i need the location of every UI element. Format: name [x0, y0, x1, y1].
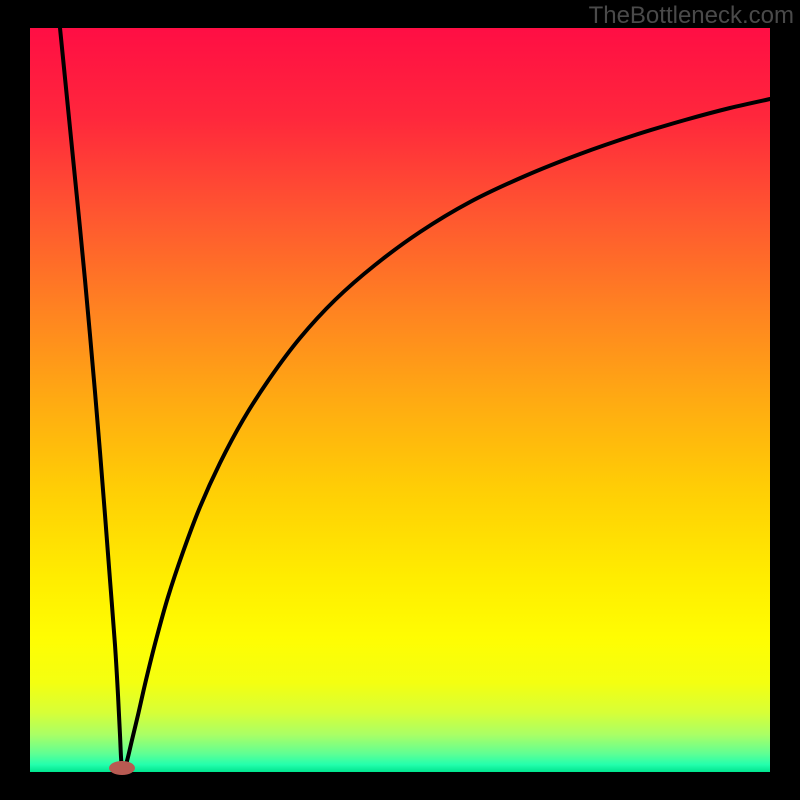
- watermark-text: TheBottleneck.com: [589, 2, 794, 30]
- chart-container: TheBottleneck.com: [0, 0, 800, 800]
- optimum-marker: [109, 761, 135, 775]
- bottleneck-chart: [0, 0, 800, 800]
- plot-background: [30, 28, 770, 772]
